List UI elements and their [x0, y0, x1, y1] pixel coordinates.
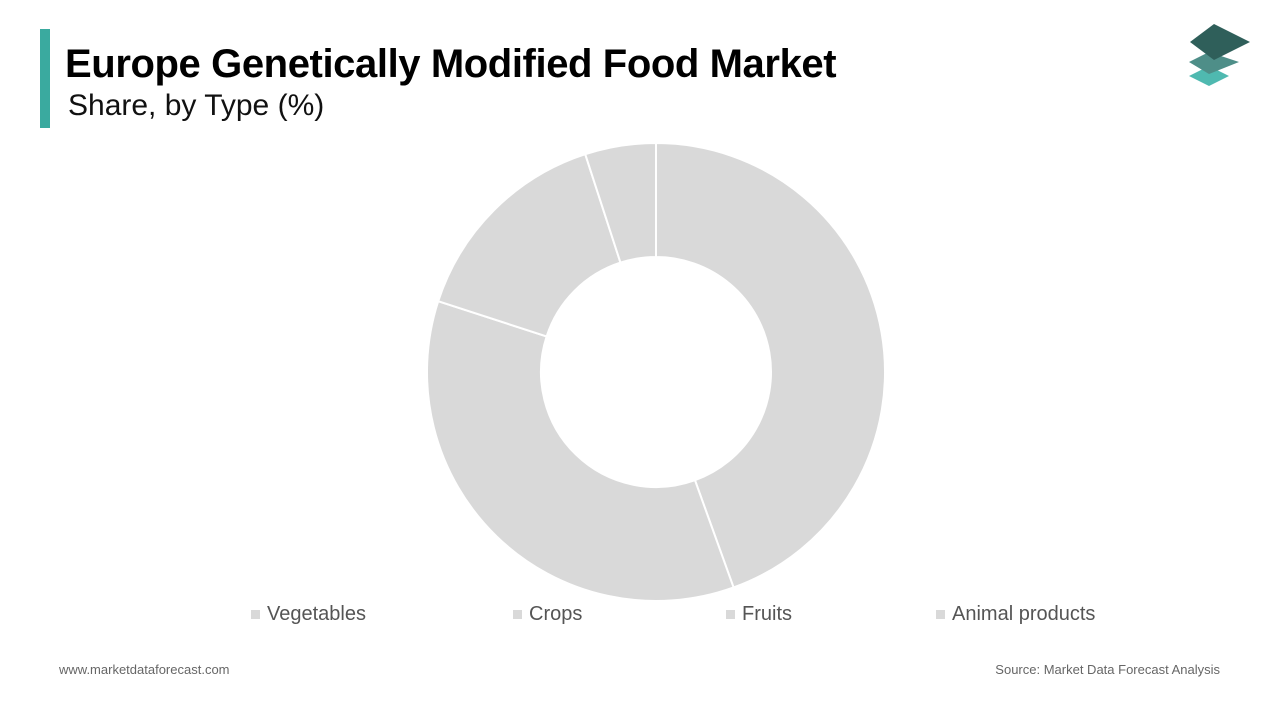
title-accent-bar [40, 29, 50, 128]
legend-swatch-animal-products [936, 609, 945, 619]
legend-label-vegetables: Vegetables [267, 602, 366, 625]
legend-item-fruits: Fruits [726, 601, 792, 627]
legend-label-crops: Crops [529, 602, 583, 625]
legend-label-fruits: Fruits [742, 602, 792, 625]
legend-swatch-vegetables [251, 609, 260, 619]
legend-item-vegetables: Vegetables [251, 601, 366, 627]
website-url: www.marketdataforecast.com [59, 662, 230, 677]
slice-fruits [436, 152, 622, 338]
slice-animal-products [583, 141, 657, 264]
logo-layer-top [1190, 24, 1250, 60]
legend-label-animal-products: Animal products [952, 602, 1096, 625]
chart-subtitle: Share, by Type (%) [68, 89, 325, 122]
legend-swatch-crops [513, 609, 522, 619]
logo-layer-middle [1189, 52, 1239, 74]
logo-layer-bottom [1189, 66, 1229, 86]
source-note: Source: Market Data Forecast Analysis [995, 662, 1220, 677]
slice-crops [426, 299, 735, 602]
legend-item-animal-products: Animal products [936, 601, 1095, 627]
slice-vegetables [655, 141, 886, 589]
stacked-layers-logo-icon [1189, 24, 1250, 86]
chart-title: Europe Genetically Modified Food Market [65, 42, 837, 86]
legend-swatch-fruits [726, 609, 735, 619]
legend-item-crops: Crops [513, 601, 582, 627]
